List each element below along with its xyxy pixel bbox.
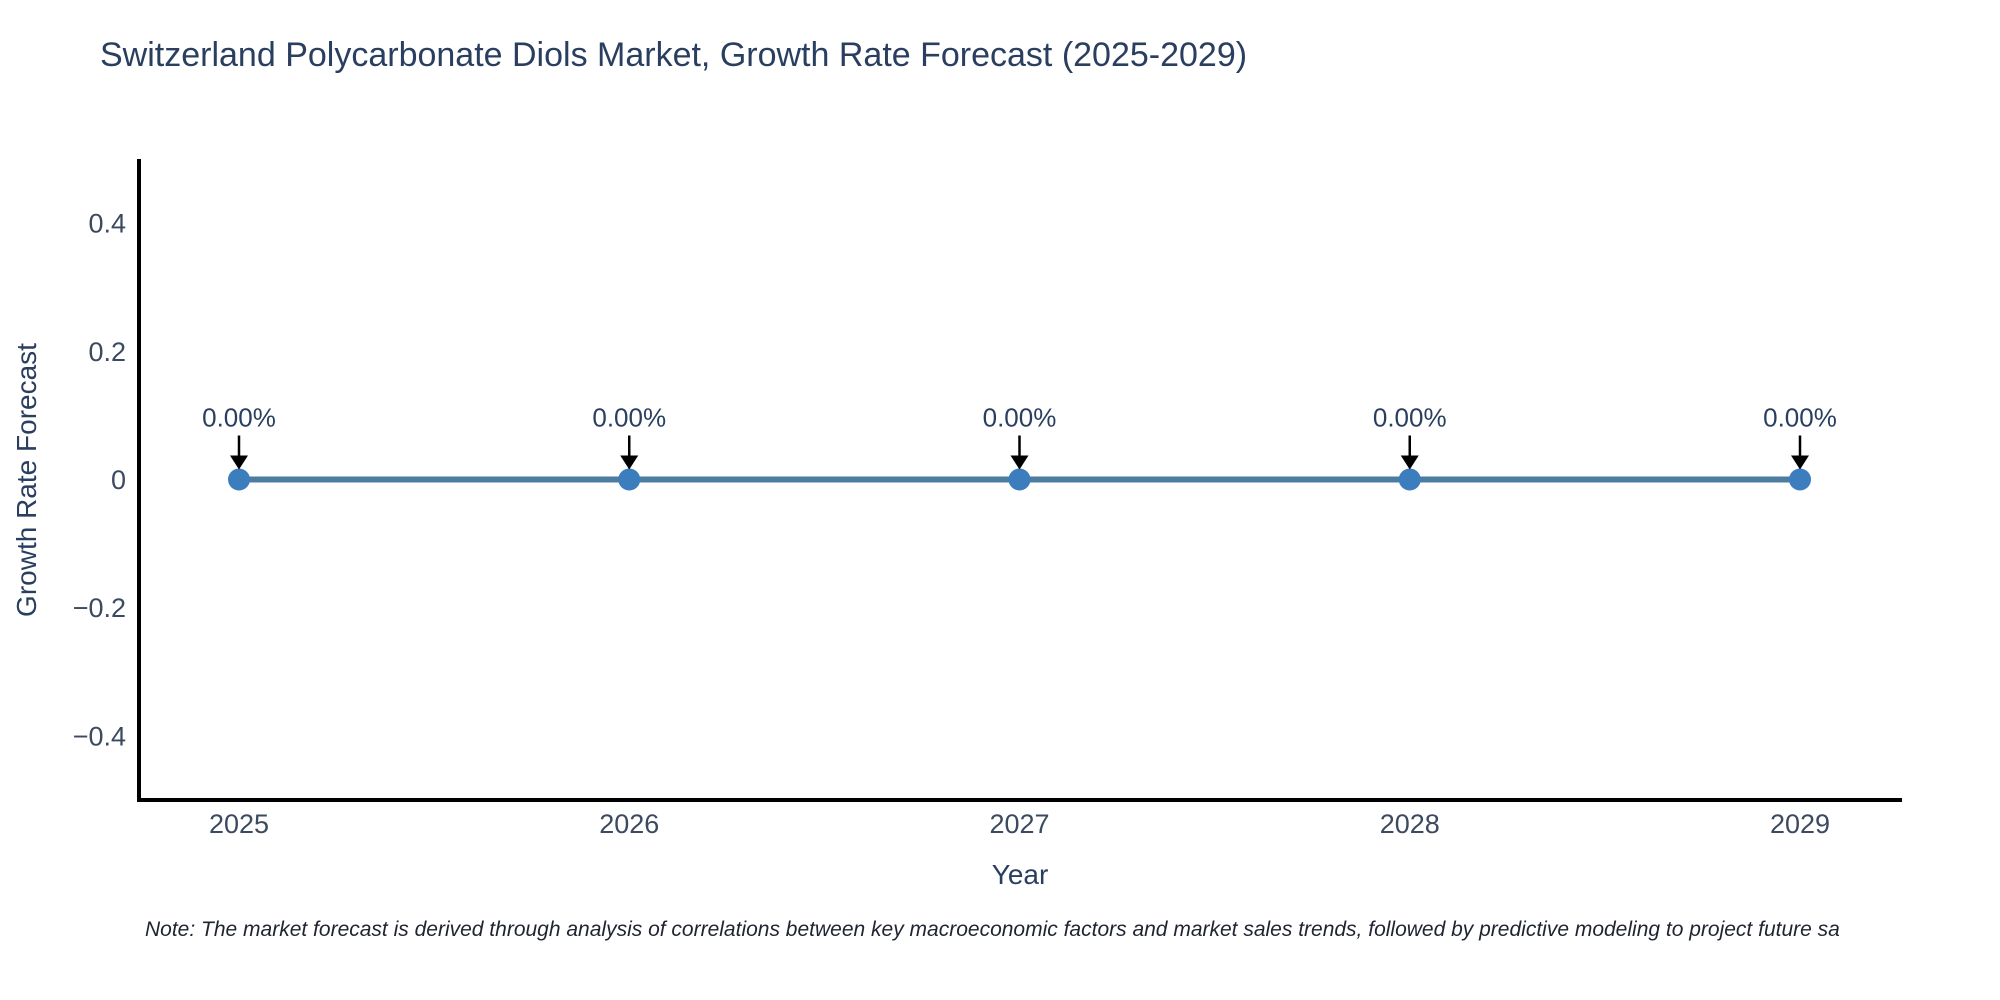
data-point-marker[interactable] — [618, 468, 641, 491]
y-axis-title: Growth Rate Forecast — [11, 343, 42, 617]
x-tick-label: 2025 — [209, 809, 269, 839]
x-tick-label: 2029 — [1770, 809, 1830, 839]
x-axis-title: Year — [991, 859, 1049, 890]
data-point-marker[interactable] — [1398, 468, 1421, 491]
footnote: Note: The market forecast is derived thr… — [145, 918, 1840, 941]
chart-title: Switzerland Polycarbonate Diols Market, … — [100, 36, 1248, 74]
y-tick-label: 0 — [111, 465, 126, 495]
x-tick-label: 2027 — [989, 809, 1049, 839]
y-tick-label: −0.4 — [73, 721, 126, 751]
y-tick-label: 0.4 — [88, 209, 126, 239]
annotation-arrow-head — [1010, 455, 1029, 470]
x-tick-label: 2026 — [599, 809, 659, 839]
annotation-arrow-head — [1791, 455, 1809, 470]
annotation-arrow-head — [620, 455, 639, 470]
point-value-label: 0.00% — [1373, 403, 1447, 433]
data-point-marker[interactable] — [228, 468, 250, 491]
x-tick-label: 2028 — [1380, 809, 1440, 839]
point-value-label: 0.00% — [1763, 403, 1837, 433]
data-point-marker[interactable] — [1008, 468, 1031, 491]
point-value-label: 0.00% — [202, 403, 276, 433]
y-tick-label: 0.2 — [88, 337, 126, 367]
point-value-label: 0.00% — [592, 403, 666, 433]
y-tick-label: −0.2 — [73, 593, 126, 623]
annotation-arrow-head — [1400, 455, 1419, 470]
point-value-label: 0.00% — [983, 403, 1057, 433]
annotation-arrow-head — [230, 455, 248, 470]
data-point-marker[interactable] — [1789, 468, 1811, 491]
